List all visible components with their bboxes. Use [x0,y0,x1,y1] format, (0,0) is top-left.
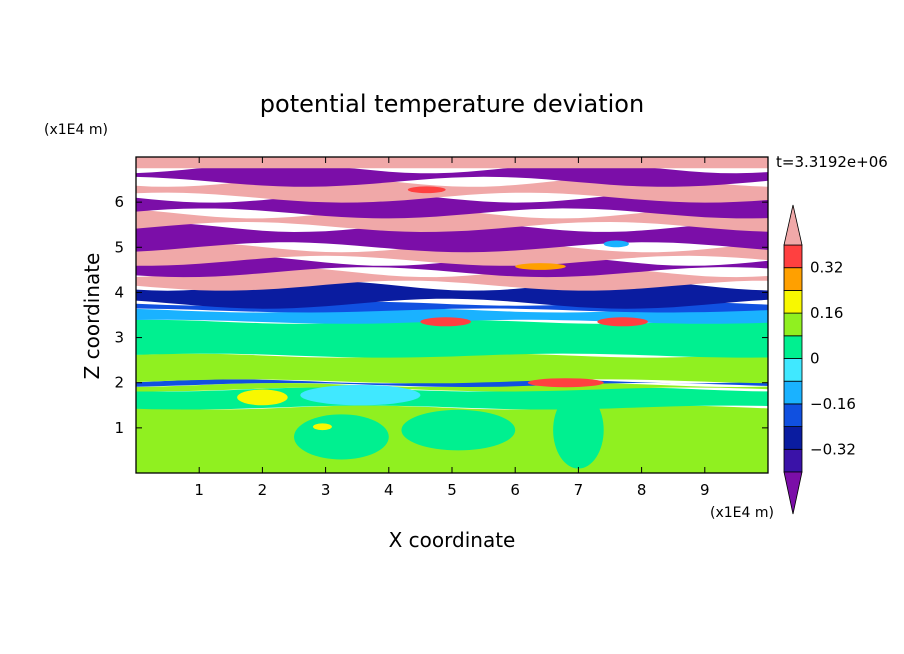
contour-feature [401,409,516,451]
colorbar-band [783,426,803,450]
y-tick-label: 4 [114,283,124,301]
chart-title: potential temperature deviation [260,90,644,118]
colorbar-band [783,289,803,314]
contour-feature [515,263,566,270]
x-tick-label: 8 [637,481,647,499]
y-tick-label: 5 [114,238,124,256]
y-ticks: 1 2 3 4 5 6 [114,193,768,437]
y-tick-label: 3 [114,329,124,347]
y-axis-label: Z coordinate [80,253,104,380]
contour-layer [136,387,768,410]
plot-area [135,156,769,474]
time-label: t=3.3192e+06 [776,153,888,171]
contour-layer [136,163,768,187]
y-unit-label: (x1E4 m) [44,122,108,138]
x-unit-label: (x1E4 m) [710,505,774,521]
x-tick-label: 3 [321,481,331,499]
x-tick-label: 2 [258,481,268,499]
y-tick-label: 2 [114,374,124,392]
colorbar-band [783,335,803,359]
contour-feature [407,186,446,194]
colorbar-tick-label: −0.32 [810,440,856,458]
contour-feature [553,391,604,469]
colorbar-band [783,380,803,405]
x-tick-label: 1 [194,481,204,499]
contour-layer [136,222,768,253]
contour-feature [237,389,288,406]
contour-feature [527,378,604,388]
colorbar: 0.32 0.16 0 −0.16 −0.32 [783,204,856,515]
x-tick-label: 6 [510,481,520,499]
contour-layer [136,353,768,384]
contour-feature [603,240,629,248]
colorbar-band [783,358,803,382]
colorbar-tick-label: 0.32 [810,259,843,277]
x-tick-label: 5 [447,481,457,499]
colorbar-tick-label: 0.16 [810,304,843,322]
contour-layer [136,242,768,266]
colorbar-band [783,267,803,291]
colorbar-band [783,312,803,337]
contour-feature [597,317,648,327]
contour-feature [300,384,421,406]
colorbar-extend-bottom [783,471,803,515]
x-axis-label: X coordinate [389,528,516,552]
y-tick-label: 6 [114,193,124,211]
colorbar-band [783,448,803,473]
colorbar-tick-label: 0 [810,350,820,368]
colorbar-band [783,244,803,269]
contour-layer [136,255,768,278]
x-tick-label: 7 [574,481,584,499]
x-tick-label: 9 [700,481,710,499]
y-tick-label: 1 [114,419,124,437]
contour-layer [136,208,768,232]
contour-feature [294,414,389,460]
colorbar-band [783,403,803,427]
contour-feature [312,423,332,431]
contour-layer [136,319,768,358]
colorbar-extend-top [783,204,803,246]
contour-fill [136,157,768,473]
x-tick-label: 4 [384,481,394,499]
contour-feature [420,317,471,327]
x-ticks: 1 2 3 4 5 6 7 8 9 [194,157,710,499]
contour-layer [136,383,768,392]
colorbar-tick-label: −0.16 [810,395,856,413]
